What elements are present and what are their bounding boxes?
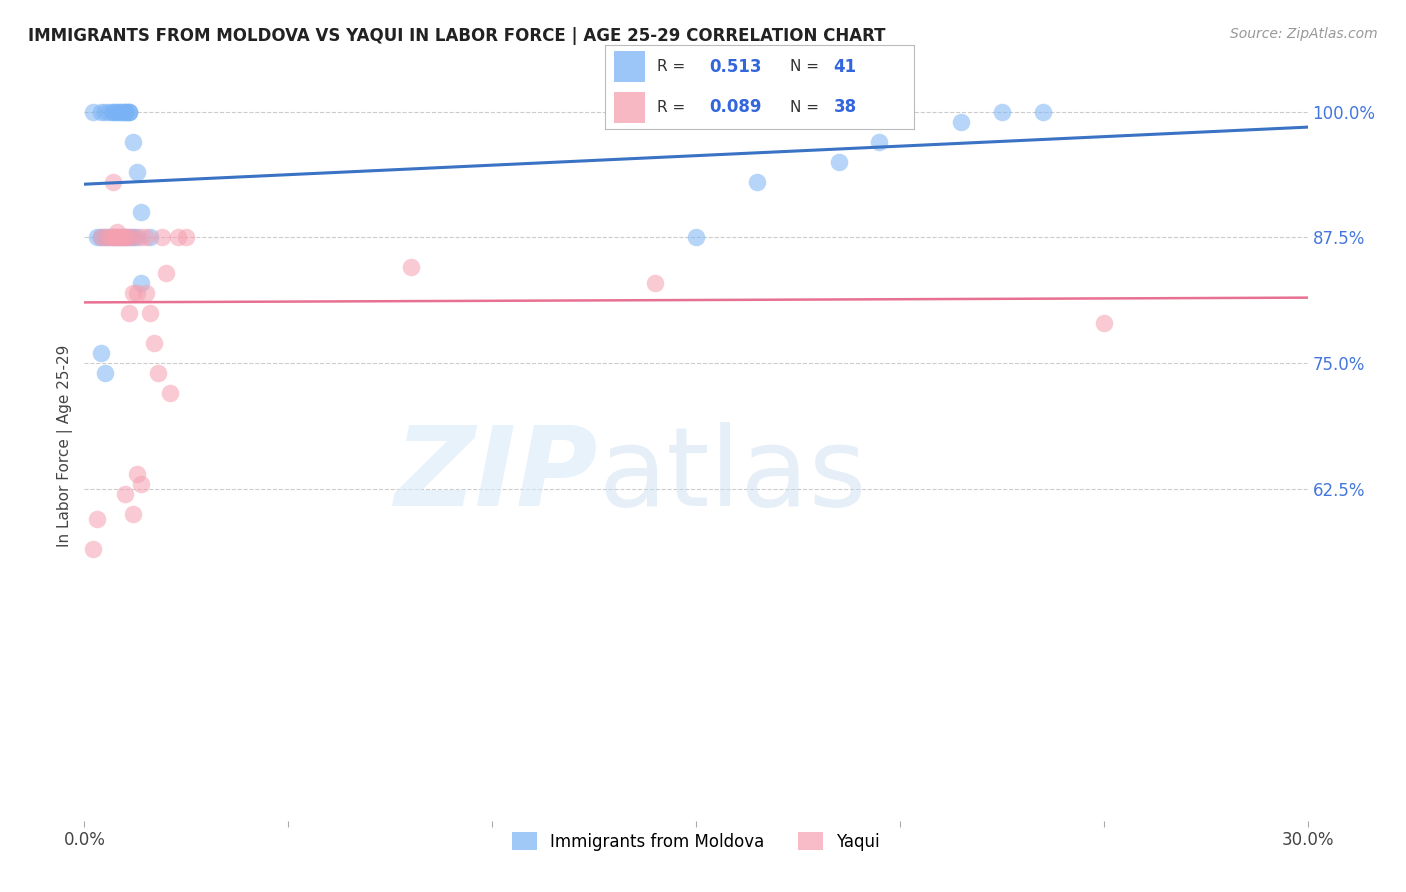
Point — [86, 512, 108, 526]
Point — [174, 230, 197, 244]
Point — [93, 366, 115, 380]
Text: 38: 38 — [834, 98, 856, 116]
Point — [1032, 104, 1054, 119]
Point — [747, 175, 769, 189]
Point — [127, 165, 149, 179]
Point — [101, 175, 124, 189]
Text: 0.089: 0.089 — [710, 98, 762, 116]
Legend: Immigrants from Moldova, Yaqui: Immigrants from Moldova, Yaqui — [505, 826, 887, 857]
Point — [93, 104, 115, 119]
Point — [110, 104, 132, 119]
Text: atlas: atlas — [598, 423, 866, 530]
Point — [110, 230, 132, 244]
Point — [105, 230, 128, 244]
Point — [105, 230, 128, 244]
Point — [118, 104, 141, 119]
Text: R =: R = — [657, 100, 685, 115]
Text: N =: N = — [790, 59, 820, 74]
Point — [105, 230, 128, 244]
Point — [93, 230, 115, 244]
Point — [127, 285, 149, 300]
FancyBboxPatch shape — [614, 92, 645, 122]
Point — [869, 135, 891, 149]
Point — [135, 230, 157, 244]
Point — [122, 230, 145, 244]
Point — [127, 467, 149, 481]
Point — [122, 285, 145, 300]
Point — [122, 507, 145, 521]
Text: N =: N = — [790, 100, 820, 115]
Point — [101, 104, 124, 119]
Point — [155, 266, 177, 280]
Point — [828, 154, 851, 169]
Point — [105, 104, 128, 119]
Point — [142, 335, 165, 350]
Point — [118, 306, 141, 320]
Point — [118, 230, 141, 244]
Point — [131, 476, 153, 491]
Point — [138, 306, 160, 320]
Point — [97, 230, 120, 244]
FancyBboxPatch shape — [614, 52, 645, 82]
Point — [101, 230, 124, 244]
Point — [991, 104, 1014, 119]
Point — [644, 276, 666, 290]
Point — [97, 230, 120, 244]
Point — [86, 230, 108, 244]
Text: 41: 41 — [834, 58, 856, 76]
Point — [131, 205, 153, 219]
Point — [90, 104, 112, 119]
Point — [127, 230, 149, 244]
Point — [138, 230, 160, 244]
Point — [105, 104, 128, 119]
Point — [135, 285, 157, 300]
Point — [399, 260, 422, 275]
Point — [118, 104, 141, 119]
Text: IMMIGRANTS FROM MOLDOVA VS YAQUI IN LABOR FORCE | AGE 25-29 CORRELATION CHART: IMMIGRANTS FROM MOLDOVA VS YAQUI IN LABO… — [28, 27, 886, 45]
Point — [82, 104, 104, 119]
Text: Source: ZipAtlas.com: Source: ZipAtlas.com — [1230, 27, 1378, 41]
Point — [167, 230, 190, 244]
Point — [131, 276, 153, 290]
Text: 0.513: 0.513 — [710, 58, 762, 76]
Point — [114, 230, 136, 244]
Point — [118, 104, 141, 119]
Point — [110, 104, 132, 119]
Point — [685, 230, 707, 244]
Point — [114, 487, 136, 501]
Point — [90, 346, 112, 360]
Point — [146, 366, 169, 380]
Point — [101, 230, 124, 244]
Point — [118, 230, 141, 244]
Point — [122, 230, 145, 244]
Point — [110, 230, 132, 244]
Point — [114, 104, 136, 119]
Text: R =: R = — [657, 59, 685, 74]
Point — [90, 230, 112, 244]
Point — [159, 386, 181, 401]
Point — [150, 230, 173, 244]
Point — [90, 230, 112, 244]
Point — [97, 104, 120, 119]
Point — [114, 104, 136, 119]
Point — [114, 230, 136, 244]
Point — [93, 230, 115, 244]
Point — [105, 225, 128, 239]
Point — [101, 230, 124, 244]
Point — [114, 230, 136, 244]
Point — [122, 135, 145, 149]
Point — [101, 104, 124, 119]
Y-axis label: In Labor Force | Age 25-29: In Labor Force | Age 25-29 — [58, 345, 73, 547]
Point — [950, 114, 973, 128]
Point — [131, 230, 153, 244]
Point — [114, 104, 136, 119]
Point — [1092, 316, 1115, 330]
Point — [82, 542, 104, 557]
Text: ZIP: ZIP — [395, 423, 598, 530]
Point — [110, 230, 132, 244]
